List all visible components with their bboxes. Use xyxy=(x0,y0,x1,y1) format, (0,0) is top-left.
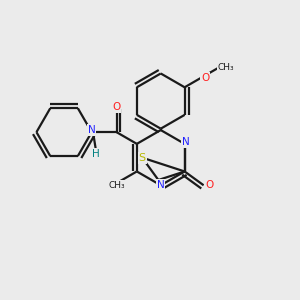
Text: N: N xyxy=(182,137,190,147)
Text: H: H xyxy=(92,149,100,159)
Text: O: O xyxy=(112,102,121,112)
Text: N: N xyxy=(157,180,165,190)
Text: N: N xyxy=(88,125,95,135)
Text: CH₃: CH₃ xyxy=(218,64,234,73)
Text: O: O xyxy=(205,180,213,190)
Text: CH₃: CH₃ xyxy=(108,181,125,190)
Text: S: S xyxy=(139,153,146,163)
Text: O: O xyxy=(201,73,209,82)
